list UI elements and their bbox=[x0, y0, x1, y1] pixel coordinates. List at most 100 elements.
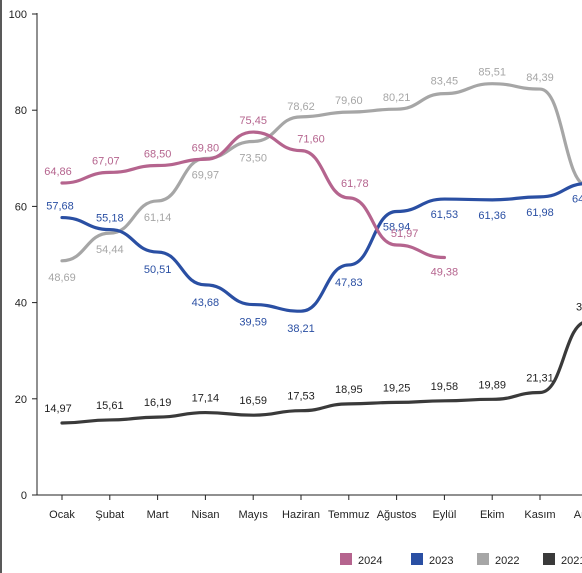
data-point-2024 bbox=[157, 165, 159, 167]
data-label-2023: 61,98 bbox=[526, 207, 554, 219]
x-tick-label: Ekim bbox=[480, 509, 504, 521]
series-line-2021 bbox=[60, 321, 582, 425]
data-label-2021: 21,31 bbox=[526, 372, 554, 384]
data-label-2022: 84,39 bbox=[526, 72, 554, 84]
series-line-2022 bbox=[60, 82, 582, 263]
data-label-2022: 69,97 bbox=[192, 169, 220, 181]
data-label-2023: 61,36 bbox=[478, 210, 506, 222]
data-point-2022 bbox=[443, 93, 445, 95]
data-label-2023: 38,21 bbox=[287, 323, 315, 335]
data-point-2023 bbox=[348, 264, 350, 266]
data-point-2021 bbox=[204, 412, 206, 414]
data-label-2023: 57,68 bbox=[46, 201, 74, 213]
series-lines bbox=[60, 82, 582, 425]
data-point-2023 bbox=[396, 210, 398, 212]
y-axis-ticks: 0 20 40 60 80 100 bbox=[9, 9, 37, 502]
data-point-2023 bbox=[204, 284, 206, 286]
data-label-2024: 67,07 bbox=[92, 155, 120, 167]
data-label-2021: 19,89 bbox=[478, 379, 506, 391]
data-label-2024: 49,38 bbox=[431, 266, 459, 278]
data-point-2021 bbox=[491, 398, 493, 400]
data-point-2023 bbox=[491, 199, 493, 201]
y-tick-label: 20 bbox=[15, 394, 27, 406]
y-tick-label: 40 bbox=[15, 298, 27, 310]
x-tick-label: Ağustos bbox=[377, 509, 417, 521]
data-point-2024 bbox=[204, 158, 206, 160]
x-tick-label: Temmuz bbox=[328, 509, 370, 521]
legend-label-2021: 2021 bbox=[561, 555, 582, 567]
data-label-2022: 54,44 bbox=[96, 244, 124, 256]
data-point-2024 bbox=[252, 131, 254, 133]
data-point-2022 bbox=[348, 111, 350, 113]
data-point-2021 bbox=[443, 400, 445, 402]
legend-label-2023: 2023 bbox=[429, 555, 453, 567]
data-label-2022: 48,69 bbox=[48, 272, 76, 284]
legend-swatch-2023 bbox=[411, 553, 423, 565]
data-label-2023: 39,59 bbox=[239, 317, 267, 329]
data-point-2022 bbox=[539, 88, 541, 90]
data-label-2021: 19,25 bbox=[383, 382, 411, 394]
data-label-2024: 61,78 bbox=[341, 178, 369, 190]
legend-label-2024: 2024 bbox=[358, 555, 382, 567]
data-point-2022 bbox=[491, 83, 493, 85]
series-line-2023 bbox=[60, 182, 582, 313]
data-point-2021 bbox=[300, 410, 302, 412]
data-label-2024: 51,97 bbox=[391, 228, 419, 240]
data-label-2021: 15,61 bbox=[96, 400, 124, 412]
y-tick-label: 80 bbox=[15, 105, 27, 117]
data-point-2024 bbox=[348, 197, 350, 199]
data-label-2023: 58,94 bbox=[383, 221, 411, 233]
data-point-2021 bbox=[109, 419, 111, 421]
data-label-2021: 18,95 bbox=[335, 384, 363, 396]
data-label-2021: 17,14 bbox=[192, 393, 220, 405]
x-tick-label: Nisan bbox=[191, 509, 219, 521]
data-label-2021: 17,53 bbox=[287, 391, 315, 403]
data-label-2023: 50,51 bbox=[144, 264, 172, 276]
data-label-2023: 43,68 bbox=[192, 297, 220, 309]
data-point-2021 bbox=[252, 414, 254, 416]
data-label-2023: 64,77 bbox=[572, 193, 582, 205]
data-label-2022: 73,50 bbox=[239, 152, 267, 164]
x-tick-label: Mart bbox=[147, 509, 169, 521]
legend-label-2022: 2022 bbox=[495, 555, 519, 567]
x-axis-ticks: Ocak Şubat Mart Nisan Mayıs Haziran Temmuz Ağus… bbox=[49, 495, 582, 521]
data-point-2021 bbox=[539, 391, 541, 393]
data-point-2024 bbox=[443, 256, 445, 258]
data-point-2024 bbox=[300, 150, 302, 152]
data-point-2021 bbox=[61, 422, 63, 424]
series-line-2024 bbox=[60, 130, 446, 260]
data-label-2023: 47,83 bbox=[335, 277, 363, 289]
data-label-2023: 61,53 bbox=[431, 209, 459, 221]
data-label-2021: 36,08 bbox=[576, 301, 582, 313]
data-point-2023 bbox=[157, 251, 159, 253]
data-point-2023 bbox=[539, 196, 541, 198]
data-point-2022 bbox=[109, 232, 111, 234]
legend-swatch-2022 bbox=[477, 553, 489, 565]
data-point-2023 bbox=[109, 229, 111, 231]
data-point-2023 bbox=[61, 217, 63, 219]
data-point-2023 bbox=[300, 310, 302, 312]
data-label-2021: 19,58 bbox=[431, 381, 459, 393]
data-point-2022 bbox=[61, 260, 63, 262]
data-label-2022: 85,51 bbox=[478, 67, 506, 79]
data-labels: 14,97 15,61 16,19 17,14 16,59 17,53 18,95 19,25… bbox=[44, 67, 582, 415]
y-tick-label: 0 bbox=[21, 490, 27, 502]
legend-swatch-2024 bbox=[340, 553, 352, 565]
y-tick-label: 100 bbox=[9, 9, 27, 21]
x-tick-label: Aralık bbox=[574, 509, 582, 521]
data-point-2021 bbox=[348, 403, 350, 405]
x-tick-label: Haziran bbox=[282, 509, 320, 521]
data-point-2022 bbox=[300, 116, 302, 118]
x-tick-label: Ocak bbox=[49, 509, 75, 521]
y-tick-label: 60 bbox=[15, 201, 27, 213]
x-tick-label: Kasım bbox=[524, 509, 555, 521]
data-label-2022: 80,21 bbox=[383, 92, 411, 104]
data-point-2022 bbox=[396, 108, 398, 110]
x-tick-label: Şubat bbox=[95, 509, 124, 521]
data-point-2023 bbox=[252, 304, 254, 306]
data-point-2021 bbox=[396, 401, 398, 403]
data-point-2021 bbox=[157, 416, 159, 418]
data-point-2024 bbox=[396, 244, 398, 246]
x-tick-label: Mayıs bbox=[239, 509, 269, 521]
